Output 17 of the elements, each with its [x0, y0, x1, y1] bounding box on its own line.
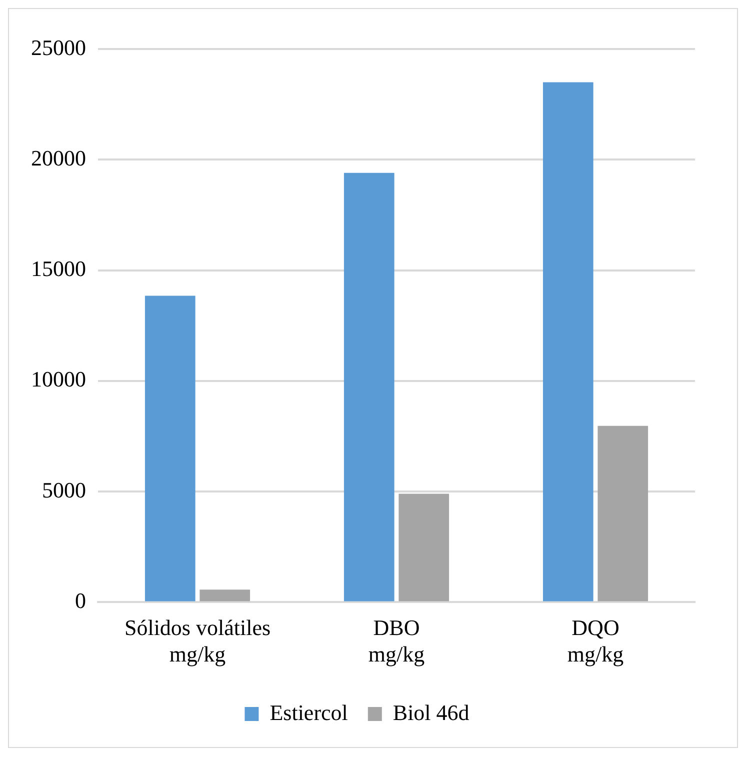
y-tick-label: 10000	[31, 366, 86, 392]
bar	[144, 296, 196, 602]
legend-label: Biol 46d	[392, 700, 470, 725]
y-tick-label: 0	[75, 588, 86, 613]
y-tick-label: 5000	[42, 477, 86, 502]
y-tick-label: 25000	[31, 34, 86, 60]
x-tick-label: DBO mg/kg	[368, 615, 425, 667]
x-tick-label: DQO mg/kg	[567, 615, 624, 667]
x-tick-label: Sólidos volátiles mg/kg	[124, 615, 271, 667]
y-tick-label: 15000	[31, 256, 86, 282]
bar	[344, 172, 394, 602]
legend-label: Estiercol	[270, 700, 348, 725]
bar	[598, 426, 648, 602]
bar	[542, 82, 594, 602]
bar	[398, 494, 450, 602]
y-tick-label: 20000	[31, 145, 86, 170]
bar	[200, 590, 250, 602]
